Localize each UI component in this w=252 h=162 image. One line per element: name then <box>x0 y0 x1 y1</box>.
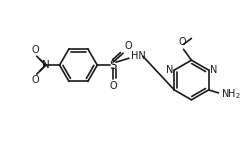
Text: N: N <box>209 65 216 75</box>
Text: N: N <box>42 60 49 70</box>
Text: O: O <box>32 75 40 85</box>
Text: S: S <box>109 59 116 72</box>
Text: O: O <box>178 37 185 47</box>
Text: HN: HN <box>131 51 145 61</box>
Text: N: N <box>165 65 173 75</box>
Text: O: O <box>109 81 116 91</box>
Text: O: O <box>32 45 40 55</box>
Text: NH$_2$: NH$_2$ <box>220 87 240 101</box>
Text: O: O <box>123 41 131 51</box>
